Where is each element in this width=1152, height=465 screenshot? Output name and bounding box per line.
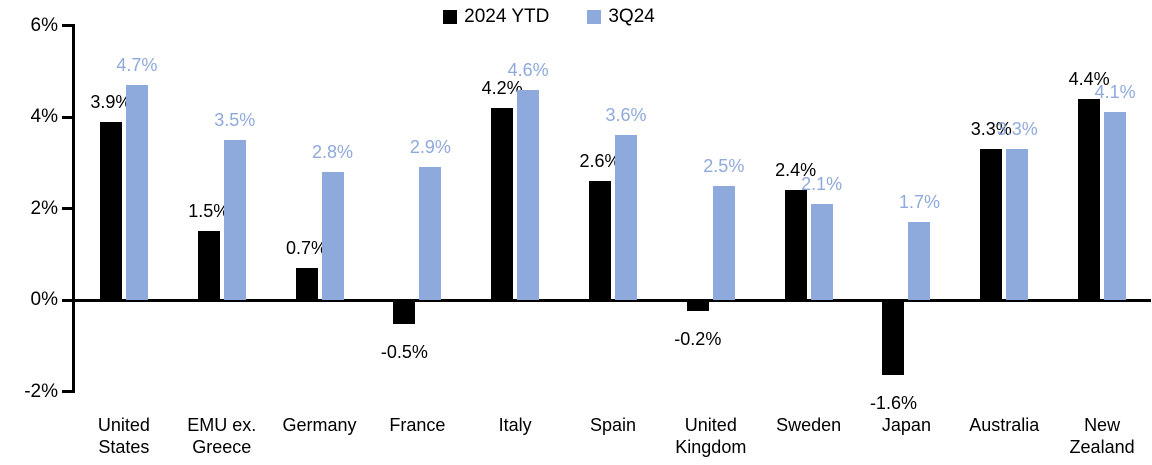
bar (686, 301, 709, 311)
y-axis-label: 0% (30, 289, 58, 310)
bar (1006, 149, 1029, 300)
x-axis-label: United States (97, 415, 150, 457)
x-axis-zero-line (72, 298, 1151, 302)
x-axis-label: Japan (881, 415, 931, 435)
bar (99, 121, 122, 300)
bar-value-label: 1.7% (898, 192, 940, 213)
bar (321, 171, 344, 300)
bar-value-label: 4.7% (116, 54, 158, 75)
bar-value-label: 2.8% (312, 141, 354, 162)
y-axis-tick (62, 115, 75, 119)
y-axis-label: 6% (30, 14, 58, 36)
bar-value-label: -0.2% (674, 328, 722, 349)
y-axis-tick (62, 207, 75, 210)
x-axis-label: United Kingdom (675, 415, 747, 457)
bar-value-label: 4.6% (507, 59, 549, 80)
bar-value-label: -1.6% (869, 392, 917, 413)
y-axis-label: 2% (30, 197, 58, 219)
y-axis-tick (62, 24, 75, 27)
bar (223, 139, 246, 300)
bar-value-label: 0.7% (286, 237, 328, 258)
x-axis-label: Italy (498, 415, 532, 435)
x-axis-label: Australia (969, 415, 1040, 435)
bar-value-label: 3.3% (970, 119, 1012, 140)
bar (197, 231, 220, 300)
legend-swatch-3q24 (587, 10, 602, 24)
y-axis-tick (62, 298, 75, 302)
x-axis-label: Germany (282, 415, 357, 435)
legend-item-2024-ytd: 2024 YTD (443, 6, 549, 28)
y-axis-label: -2% (24, 380, 58, 402)
legend-item-3q24: 3Q24 (587, 6, 655, 28)
bar-value-label: 3.5% (214, 109, 256, 130)
bar (517, 89, 540, 300)
bar (810, 203, 833, 300)
bar-value-label: 2.4% (775, 160, 817, 181)
bar (908, 222, 931, 300)
bar (419, 167, 442, 300)
bar (615, 135, 637, 300)
bar (882, 301, 905, 375)
bar-value-label: 2.5% (703, 155, 745, 176)
bar-value-label: 1.5% (188, 201, 230, 222)
x-axis-label: New Zealand (1069, 415, 1135, 457)
legend-label-3q24: 3Q24 (608, 6, 655, 27)
bar (491, 107, 514, 300)
bar-value-label: 2.6% (579, 151, 621, 172)
bar-value-label: -0.5% (380, 342, 428, 363)
bar (784, 190, 807, 300)
bar-value-label: 2.9% (409, 137, 451, 158)
bar (980, 149, 1003, 300)
x-axis-label: EMU ex. Greece (187, 415, 257, 457)
y-axis-label: 4% (30, 106, 58, 127)
bar-value-label: 3.3% (996, 119, 1038, 140)
bar-value-label: 3.6% (605, 105, 647, 126)
bar (1078, 98, 1101, 300)
bar (589, 181, 611, 300)
bar-value-label: 4.4% (1068, 68, 1110, 89)
bar-value-label: 3.9% (90, 91, 132, 112)
bar (295, 267, 318, 300)
legend-label-2024-ytd: 2024 YTD (464, 6, 550, 27)
bar-value-label: 4.2% (481, 77, 523, 98)
x-axis-label: Sweden (776, 415, 842, 435)
x-axis-label: Spain (589, 415, 636, 435)
bar (125, 84, 148, 300)
legend-swatch-2024-ytd (443, 10, 458, 24)
x-axis-label: France (389, 415, 446, 435)
legend: 2024 YTD 3Q24 (0, 6, 1125, 28)
bar (712, 185, 735, 300)
bar-value-label: 2.1% (801, 173, 843, 194)
bar-value-label: 4.1% (1094, 82, 1136, 103)
bar (393, 301, 416, 325)
bar (1104, 112, 1127, 300)
y-axis-tick (62, 390, 75, 393)
